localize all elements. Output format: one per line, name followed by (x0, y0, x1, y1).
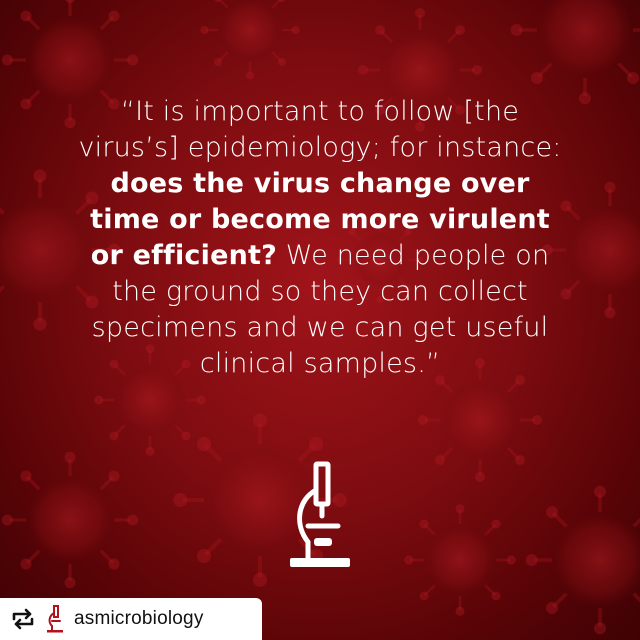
microscope-icon (290, 461, 350, 567)
quote-fragment: We need people on (277, 240, 550, 271)
quote-line: “It is important to follow [the (120, 96, 520, 127)
repost-bar[interactable]: asmicrobiology (0, 598, 262, 640)
quote-line-mixed: or efficient? We need people on (20, 238, 620, 274)
quote-line-bold: time or become more virulent (20, 202, 620, 238)
quote-line: virus’s] epidemiology; for instance: (78, 132, 562, 163)
quote-emphasis: does the virus change over (110, 168, 530, 199)
microscope-logo-icon (47, 605, 63, 633)
quote-line: clinical samples.” (199, 348, 441, 379)
quote-line: the ground so they can collect (112, 276, 528, 307)
username[interactable]: asmicrobiology (74, 608, 204, 629)
repost-icon (12, 608, 34, 630)
quote-line: specimens and we can get useful (91, 312, 549, 343)
quote-emphasis: time or become more virulent (90, 204, 550, 235)
quote-text: “It is important to follow [the virus’s]… (20, 94, 620, 382)
quote-line-bold: does the virus change over (20, 166, 620, 202)
quote-emphasis: or efficient? (90, 240, 277, 271)
